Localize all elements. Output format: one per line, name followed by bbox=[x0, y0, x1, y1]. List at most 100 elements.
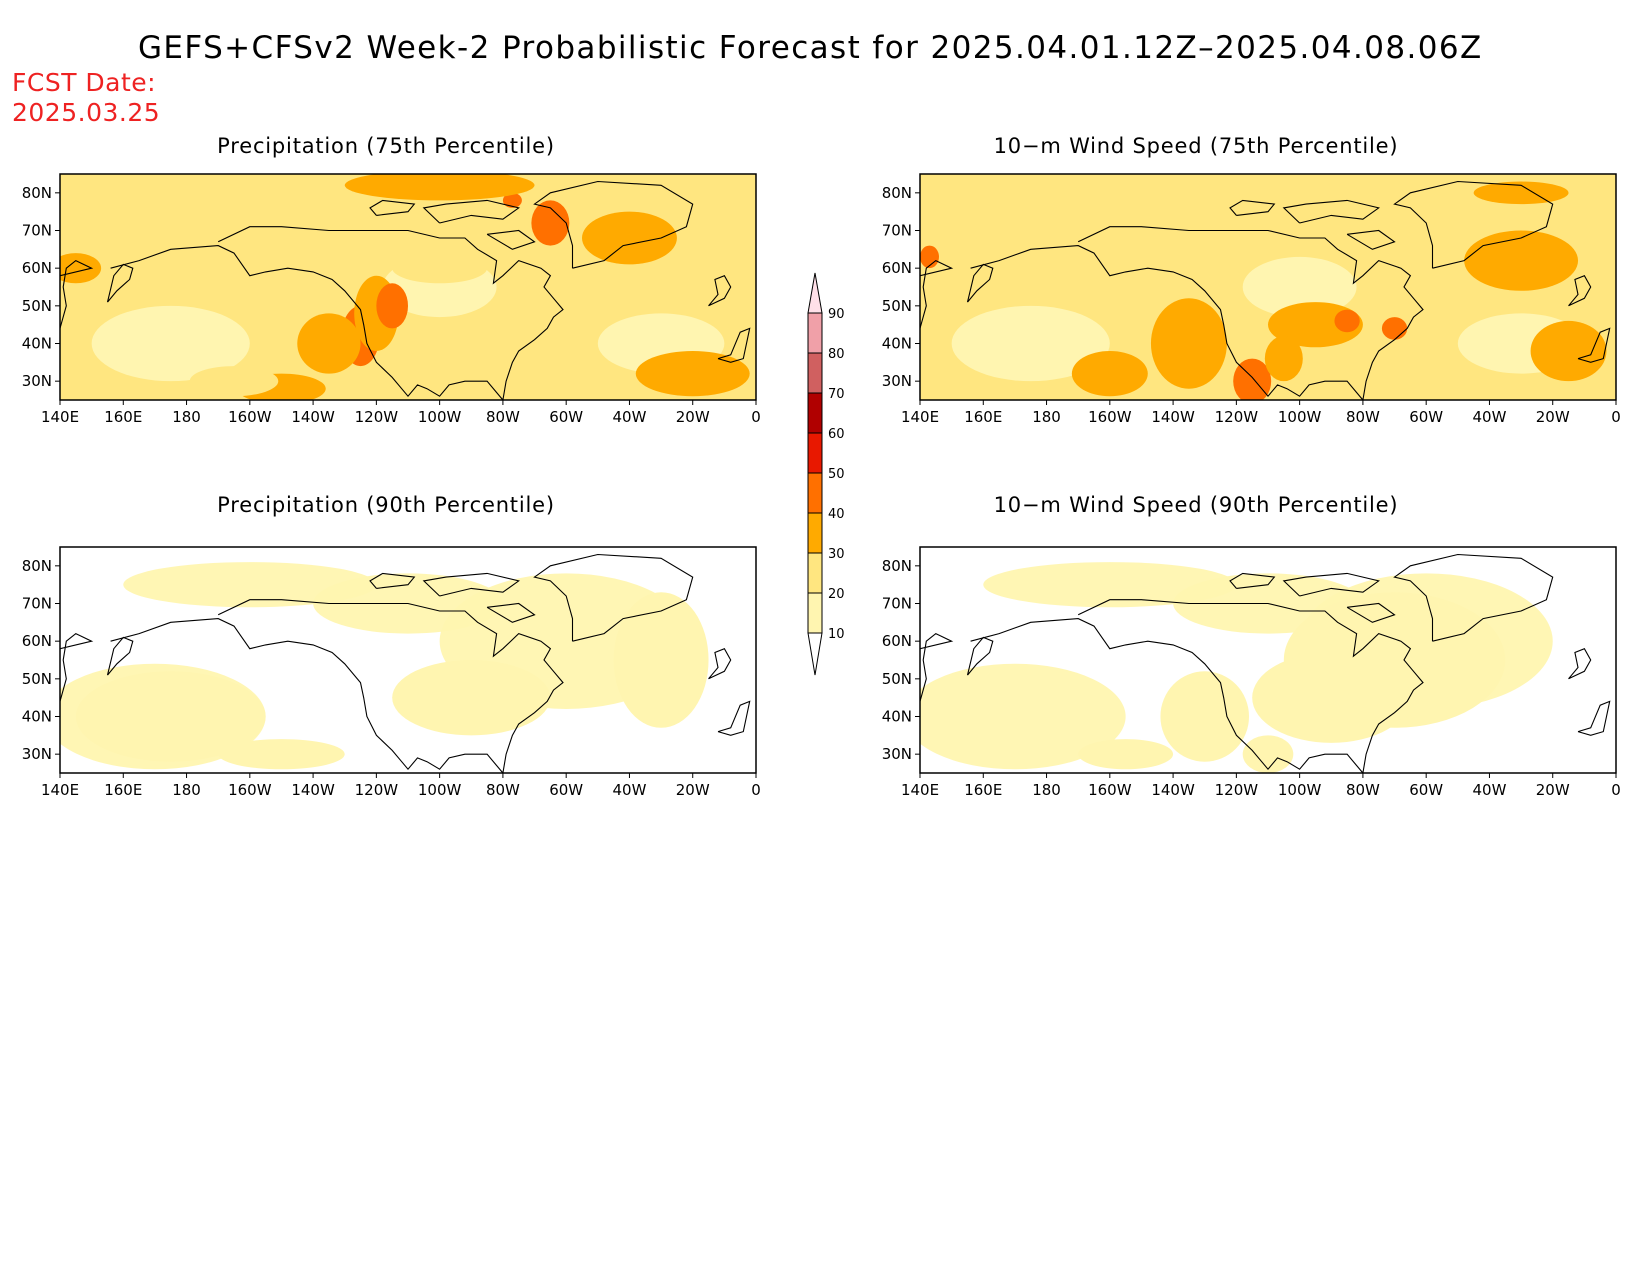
lon-tick-label: 100W bbox=[418, 408, 462, 426]
coastline bbox=[369, 572, 416, 589]
coastline bbox=[1282, 572, 1381, 597]
probability-blob bbox=[1464, 230, 1579, 291]
lon-tick-label: 180 bbox=[172, 408, 201, 426]
probability-blob bbox=[635, 351, 750, 397]
coastline bbox=[60, 259, 94, 329]
colorbar-label: 20 bbox=[828, 587, 845, 602]
colorbar-label: 90 bbox=[828, 307, 845, 322]
lon-tick-label: 40W bbox=[1472, 408, 1506, 426]
panel-title-precip90: Precipitation (90th Percentile) bbox=[217, 493, 555, 517]
coastline bbox=[110, 226, 564, 400]
probability-blob bbox=[1473, 181, 1569, 205]
coastline bbox=[1229, 572, 1276, 589]
coastline bbox=[970, 599, 1424, 773]
map-frame bbox=[59, 173, 757, 401]
coastline bbox=[1568, 275, 1592, 307]
lon-tick-label: 20W bbox=[1536, 408, 1570, 426]
map-panel-wind75: 140E 160E 180 160W 140W 120W 100W 80W 60W 40W 20W 0… bbox=[882, 173, 1621, 426]
coastline bbox=[110, 599, 564, 773]
lon-tick-label: 160E bbox=[964, 408, 1002, 426]
probability-blob bbox=[218, 739, 345, 770]
lat-tick-label: 50N bbox=[882, 297, 912, 315]
coastline bbox=[1577, 700, 1611, 736]
coastline bbox=[106, 636, 134, 676]
probability-blob bbox=[344, 174, 535, 201]
probability-blob bbox=[60, 174, 203, 201]
lon-tick-label: 160E bbox=[104, 781, 142, 799]
lon-tick-label: 160E bbox=[104, 408, 142, 426]
lat-tick-label: 30N bbox=[22, 745, 52, 763]
probability-area bbox=[123, 562, 377, 608]
lat-tick-label: 40N bbox=[882, 708, 912, 726]
probability-blob bbox=[1242, 735, 1294, 773]
lon-tick-label: 140E bbox=[41, 781, 79, 799]
lat-tick-label: 50N bbox=[22, 670, 52, 688]
lon-tick-label: 0 bbox=[751, 781, 761, 799]
lon-tick-label: 100W bbox=[1278, 408, 1322, 426]
lat-tick-label: 30N bbox=[22, 372, 52, 390]
lat-tick-label: 80N bbox=[22, 557, 52, 575]
probability-blob bbox=[75, 671, 266, 762]
map-frame bbox=[919, 173, 1617, 401]
probability-blob bbox=[531, 200, 570, 246]
lat-tick-label: 70N bbox=[22, 595, 52, 613]
lon-tick-label: 60W bbox=[1409, 408, 1443, 426]
lon-tick-label: 140W bbox=[291, 408, 335, 426]
lon-tick-label: 100W bbox=[1278, 781, 1322, 799]
coastline bbox=[920, 632, 954, 702]
probability-blob bbox=[1381, 317, 1408, 340]
colorbar-swatch bbox=[807, 472, 823, 514]
probability-blob bbox=[60, 253, 102, 284]
lon-tick-label: 180 bbox=[1032, 408, 1061, 426]
colorbar-label: 70 bbox=[828, 387, 845, 402]
forecast-date-value: 2025.03.25 bbox=[12, 98, 161, 127]
probability-area bbox=[920, 663, 1126, 770]
lon-tick-label: 140W bbox=[1151, 781, 1195, 799]
lon-tick-label: 80W bbox=[486, 408, 520, 426]
lon-tick-label: 20W bbox=[676, 781, 710, 799]
coastline bbox=[966, 636, 994, 676]
lon-tick-label: 160W bbox=[1088, 781, 1132, 799]
colorbar-swatch bbox=[807, 432, 823, 474]
lat-tick-label: 80N bbox=[22, 184, 52, 202]
lon-tick-label: 120W bbox=[1215, 408, 1259, 426]
map-frame bbox=[919, 546, 1617, 774]
coastline bbox=[60, 632, 94, 702]
probability-area bbox=[1242, 256, 1357, 318]
probability-area bbox=[983, 562, 1237, 608]
colorbar-swatch bbox=[807, 512, 823, 554]
probability-blob bbox=[189, 366, 279, 397]
lon-tick-label: 180 bbox=[172, 781, 201, 799]
lon-tick-label: 40W bbox=[612, 408, 646, 426]
panel-title-precip75: Precipitation (75th Percentile) bbox=[217, 134, 555, 158]
colorbar-swatch bbox=[807, 552, 823, 594]
lon-tick-label: 20W bbox=[676, 408, 710, 426]
lon-tick-label: 160W bbox=[228, 408, 272, 426]
lon-tick-label: 160W bbox=[1088, 408, 1132, 426]
lon-tick-label: 80W bbox=[1346, 408, 1380, 426]
coastline bbox=[1577, 327, 1611, 363]
lon-tick-label: 140W bbox=[1151, 408, 1195, 426]
colorbar-label: 60 bbox=[828, 427, 845, 442]
lon-tick-label: 20W bbox=[1536, 781, 1570, 799]
lon-tick-label: 140E bbox=[901, 781, 939, 799]
lat-tick-label: 60N bbox=[22, 632, 52, 650]
map-panel-wind90: 140E 160E 180 160W 140W 120W 100W 80W 60W 40W 20W 0… bbox=[882, 546, 1621, 799]
lon-tick-label: 140E bbox=[41, 408, 79, 426]
probability-blob bbox=[502, 192, 522, 208]
lon-tick-label: 180 bbox=[1032, 781, 1061, 799]
lon-tick-label: 80W bbox=[486, 781, 520, 799]
lat-tick-label: 40N bbox=[22, 335, 52, 353]
probability-blob bbox=[1150, 298, 1227, 389]
lon-tick-label: 0 bbox=[751, 408, 761, 426]
coastline bbox=[1346, 229, 1396, 250]
lon-tick-label: 160E bbox=[964, 781, 1002, 799]
lat-tick-label: 60N bbox=[22, 259, 52, 277]
coastline bbox=[708, 275, 732, 307]
lat-tick-label: 60N bbox=[882, 259, 912, 277]
colorbar-label: 80 bbox=[828, 347, 845, 362]
forecast-date: FCST Date: 2025.03.25 bbox=[12, 68, 160, 128]
probability-area bbox=[91, 305, 250, 382]
colorbar-label: 40 bbox=[828, 507, 845, 522]
probability-blob bbox=[613, 592, 709, 728]
